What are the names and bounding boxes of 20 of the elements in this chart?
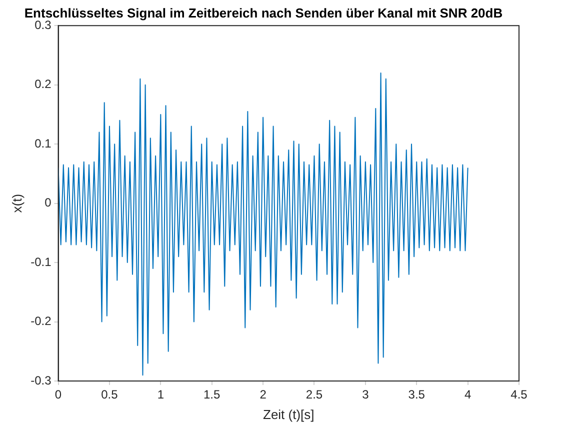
x-tick-label: 0: [54, 388, 62, 402]
x-tick-label: 0.5: [101, 388, 118, 402]
y-tick-label: 0.3: [34, 18, 52, 32]
x-tick-label: 3: [362, 388, 370, 402]
y-tick-label: -0.3: [30, 373, 52, 388]
x-tick-label: 4.5: [510, 388, 528, 402]
y-tick-label: -0.1: [30, 254, 52, 269]
y-tick-label: 0.2: [34, 77, 52, 92]
y-tick-label: 0.1: [34, 136, 52, 150]
x-tick-label: 2.5: [306, 388, 323, 402]
x-tick-label: 4: [464, 388, 472, 402]
x-tick-label: 1.5: [204, 388, 221, 402]
y-tick-label: -0.2: [30, 314, 52, 328]
y-axis-title: x(t): [9, 194, 24, 213]
y-tick-label: 0: [44, 196, 52, 210]
x-tick-label: 1: [157, 388, 164, 402]
x-tick-label: 2: [260, 388, 267, 402]
chart-title: Entschlüsseltes Signal im Zeitbereich nach Senden über Kanal mit SNR 20dB: [24, 5, 503, 20]
x-axis-title: Zeit (t)[s]: [263, 406, 314, 422]
x-tick-label: 3.5: [408, 388, 426, 402]
